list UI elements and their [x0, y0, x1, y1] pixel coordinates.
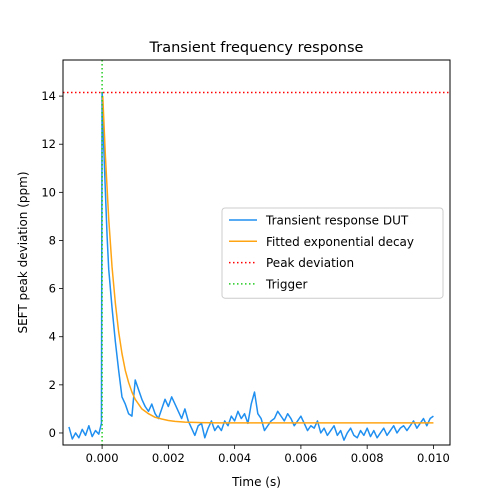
y-tick-label: 4 — [49, 330, 56, 344]
y-tick-label: 6 — [49, 282, 56, 296]
plot-marks — [63, 60, 450, 445]
legend-label-trigger: Trigger — [265, 277, 307, 291]
y-axis-label: SEFT peak deviation (ppm) — [16, 171, 30, 333]
x-tick-label: 0.002 — [152, 451, 185, 465]
series-line-fitted-exponential-decay — [102, 96, 434, 424]
legend-box — [221, 207, 444, 299]
x-axis-ticks: 0.000 0.002 0.004 0.006 0.008 0.010 — [86, 445, 450, 465]
y-tick-label: 10 — [41, 185, 56, 199]
x-tick-label: 0.008 — [351, 451, 384, 465]
y-tick-label: 2 — [49, 378, 56, 392]
y-tick-label: 12 — [41, 137, 56, 151]
x-tick-label: 0.006 — [284, 451, 317, 465]
x-tick-label: 0.000 — [86, 451, 119, 465]
series-line-transient-response-dut — [68, 91, 434, 441]
legend-label-peak-deviation: Peak deviation — [266, 256, 354, 270]
x-tick-label: 0.004 — [218, 451, 251, 465]
y-tick-label: 14 — [41, 89, 56, 103]
legend: Transient response DUT Fitted exponential… — [221, 207, 444, 299]
x-axis-label: Time (s) — [231, 475, 281, 489]
legend-label-fitted-exponential-decay: Fitted exponential decay — [266, 235, 414, 249]
chart-title: Transient frequency response — [149, 40, 364, 56]
y-axis-ticks: 0 2 4 6 8 10 12 14 — [41, 89, 63, 440]
legend-label-transient-response-dut: Transient response DUT — [265, 214, 409, 228]
x-tick-label: 0.010 — [417, 451, 450, 465]
plot-frame — [62, 59, 451, 446]
y-tick-label: 8 — [49, 233, 56, 247]
y-tick-label: 0 — [49, 426, 56, 440]
